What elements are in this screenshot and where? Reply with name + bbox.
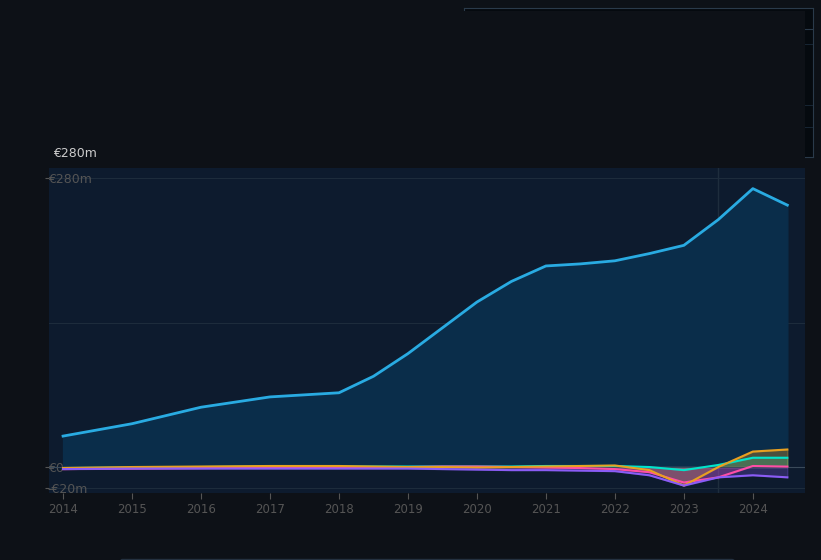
Text: €280m: €280m: [53, 147, 97, 160]
Text: profit margin: profit margin: [658, 77, 735, 87]
Text: /yr: /yr: [697, 99, 715, 109]
Text: /yr: /yr: [697, 38, 715, 48]
Text: Jun 30 2024: Jun 30 2024: [475, 19, 557, 32]
Text: 3.5%: 3.5%: [628, 77, 658, 87]
Text: /yr: /yr: [690, 121, 708, 131]
Text: €9.929m: €9.929m: [628, 143, 683, 153]
Legend: Revenue, Earnings, Free Cash Flow, Cash From Op, Operating Expenses: Revenue, Earnings, Free Cash Flow, Cash …: [120, 559, 734, 560]
Text: €8.999m: €8.999m: [628, 60, 683, 71]
Text: /yr: /yr: [681, 143, 700, 153]
Text: €17.212m: €17.212m: [628, 121, 690, 131]
Text: €254.687m: €254.687m: [628, 38, 698, 48]
Text: Free Cash Flow: Free Cash Flow: [475, 99, 558, 109]
Text: €426.499k: €426.499k: [628, 99, 695, 109]
Text: Cash From Op: Cash From Op: [475, 121, 553, 131]
Text: Revenue: Revenue: [475, 38, 523, 48]
Text: Operating Expenses: Operating Expenses: [475, 143, 587, 153]
Text: Earnings: Earnings: [475, 60, 523, 71]
Text: /yr: /yr: [681, 60, 700, 71]
